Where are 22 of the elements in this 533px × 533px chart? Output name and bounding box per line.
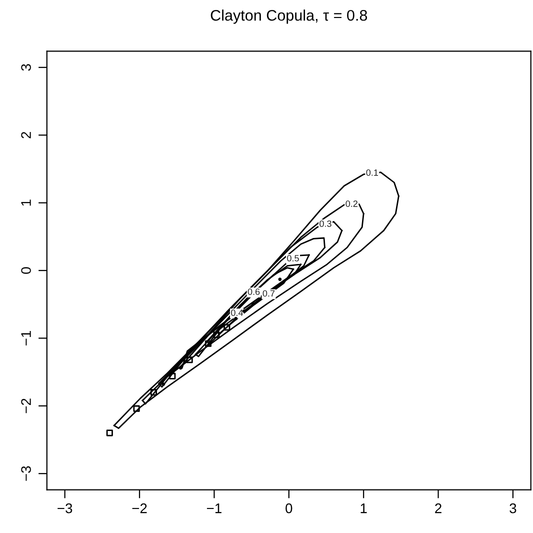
annotation: 0.2 bbox=[346, 200, 358, 207]
y-tick-label: 1 bbox=[21, 200, 31, 206]
annotation: 0.6 bbox=[248, 288, 260, 295]
y-tick-label: −1 bbox=[21, 330, 31, 346]
annotation: 0.7 bbox=[262, 290, 275, 297]
y-tick-label: −2 bbox=[21, 398, 31, 414]
annotation: 0.3 bbox=[320, 220, 332, 227]
annotation: 0.4 bbox=[231, 310, 243, 316]
x-tick-label: 0 bbox=[286, 503, 292, 514]
y-tick-label: −3 bbox=[21, 466, 31, 481]
x-tick-label: −1 bbox=[206, 504, 222, 514]
x-tick-label: −2 bbox=[132, 503, 147, 514]
chart-title: Clayton Copula, τ = 0.8 bbox=[210, 10, 368, 24]
y-tick-label: 0 bbox=[21, 267, 31, 274]
y-tick-label: 2 bbox=[21, 132, 31, 138]
x-tick-label: 1 bbox=[360, 504, 367, 514]
x-tick-label: 3 bbox=[510, 503, 516, 514]
x-tick-label: 2 bbox=[435, 503, 442, 514]
annotation: 0.5 bbox=[287, 255, 299, 262]
x-tick-label: −3 bbox=[58, 503, 72, 514]
annotation: 0.1 bbox=[366, 169, 378, 176]
y-tick-label: 3 bbox=[21, 64, 31, 71]
